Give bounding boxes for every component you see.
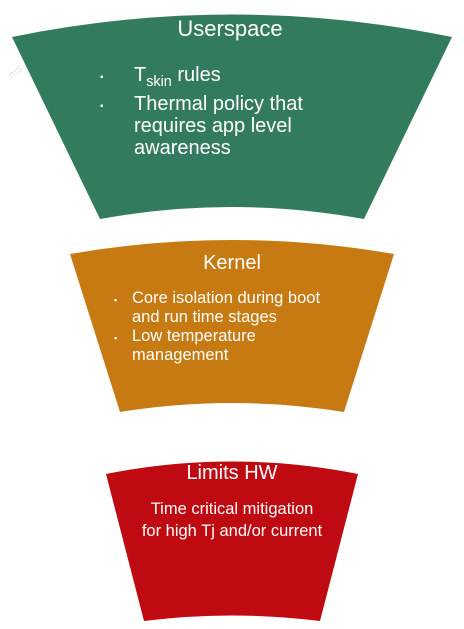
userspace-band (12, 14, 452, 219)
limits-hw-title: Limits HW (186, 462, 278, 484)
list-item: ▪ Core isolation during boot and run tim… (114, 289, 344, 327)
list-item: ▪ Thermal policy that requires app level… (100, 93, 360, 159)
userspace-title: Userspace (177, 16, 283, 41)
t-skin-subscript: skin (146, 74, 172, 91)
kernel-title: Kernel (203, 252, 261, 274)
core-isolation-text: Core isolation during boot and run time … (132, 289, 321, 326)
list-item: ▪ Tskin rules (100, 64, 360, 93)
square-bullet-icon: ▪ (114, 333, 118, 343)
t-skin-rules-text: rules (171, 64, 221, 86)
thermal-policy-text: Thermal policy that requires app level a… (134, 93, 303, 160)
list-item: ▪ Low temperature management (114, 327, 344, 365)
kernel-list: ▪ Core isolation during boot and run tim… (114, 289, 344, 365)
square-bullet-icon: ▪ (114, 295, 118, 305)
square-bullet-icon: ▪ (100, 72, 104, 83)
limits-hw-description: Time critical mitigation for high Tj and… (141, 500, 323, 540)
limits-hw-band (106, 461, 358, 621)
low-temperature-text: Low temperature management (132, 327, 256, 364)
userspace-list: ▪ Tskin rules ▪ Thermal policy that requ… (100, 64, 360, 159)
t-skin-symbol: T (134, 64, 147, 86)
kernel-band (70, 240, 394, 412)
square-bullet-icon: ▪ (100, 101, 104, 113)
